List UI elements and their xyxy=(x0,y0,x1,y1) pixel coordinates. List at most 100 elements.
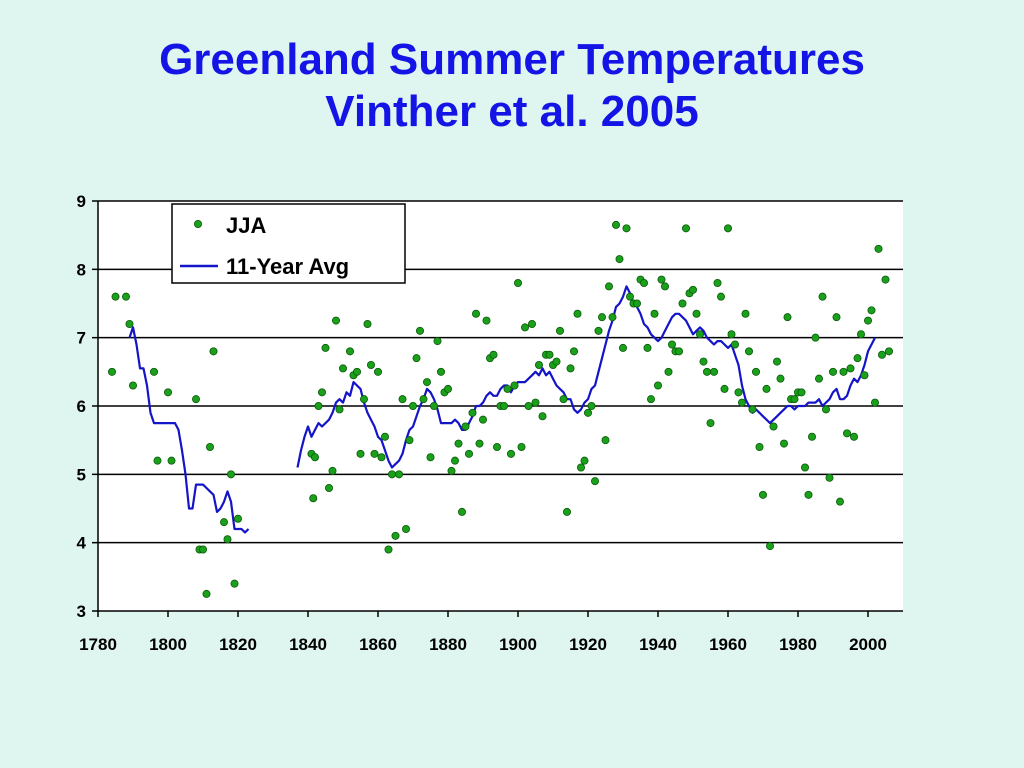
y-tick-label: 7 xyxy=(77,329,86,348)
jja-point xyxy=(447,466,456,475)
y-tick-label: 8 xyxy=(77,260,86,279)
jja-point xyxy=(790,395,799,404)
jja-point xyxy=(608,313,617,322)
jja-point xyxy=(545,350,554,359)
jja-point xyxy=(724,224,733,233)
jja-point xyxy=(818,292,827,301)
slide-title-line-2: Vinther et al. 2005 xyxy=(325,87,699,136)
jja-point xyxy=(415,326,424,335)
x-axis-ticks: 1780 1800 1820 1840 1860 1880 1900 1920 1940 1960… xyxy=(79,611,887,654)
jja-point xyxy=(587,401,596,410)
jja-point xyxy=(391,531,400,540)
jja-point xyxy=(331,316,340,325)
jja-point xyxy=(696,330,705,339)
x-tick-label: 1780 xyxy=(79,635,117,654)
jja-point xyxy=(111,292,120,301)
x-tick-label: 1940 xyxy=(639,635,677,654)
jja-point xyxy=(727,330,736,339)
jja-point xyxy=(881,275,890,284)
jja-point xyxy=(720,384,729,393)
jja-point xyxy=(745,347,754,356)
jja-point xyxy=(366,360,375,369)
jja-point xyxy=(710,367,719,376)
jja-point xyxy=(755,442,764,451)
y-tick-label: 9 xyxy=(77,192,86,211)
jja-point xyxy=(426,453,435,462)
jja-point xyxy=(594,326,603,335)
jja-point xyxy=(643,343,652,352)
avg-line-series xyxy=(128,285,876,534)
jja-point xyxy=(503,384,512,393)
avg-line-segment xyxy=(128,326,250,534)
x-tick-label: 1800 xyxy=(149,635,187,654)
jja-point xyxy=(682,224,691,233)
jja-point xyxy=(535,360,544,369)
legend-box xyxy=(171,203,406,284)
jja-point xyxy=(678,299,687,308)
jja-scatter-series xyxy=(108,220,894,598)
jja-point xyxy=(373,367,382,376)
jja-point xyxy=(780,439,789,448)
jja-point xyxy=(223,535,232,544)
jja-point xyxy=(874,244,883,253)
jja-point xyxy=(647,395,656,404)
jja-point xyxy=(654,381,663,390)
jja-point xyxy=(878,350,887,359)
jja-point xyxy=(499,401,508,410)
jja-point xyxy=(825,473,834,482)
avg-line-segment xyxy=(296,285,876,469)
jja-point xyxy=(510,381,519,390)
jja-point xyxy=(619,343,628,352)
jja-point xyxy=(482,316,491,325)
jja-point xyxy=(205,442,214,451)
jja-point xyxy=(598,313,607,322)
jja-point xyxy=(633,299,642,308)
jja-point xyxy=(566,364,575,373)
jja-point xyxy=(464,449,473,458)
jja-point xyxy=(601,436,610,445)
x-tick-label: 2000 xyxy=(849,635,887,654)
jja-point xyxy=(783,313,792,322)
jja-point xyxy=(384,545,393,554)
jja-point xyxy=(457,507,466,516)
y-tick-label: 6 xyxy=(77,397,86,416)
legend-marker-jja xyxy=(193,219,202,228)
jja-point xyxy=(573,309,582,318)
jja-point xyxy=(832,313,841,322)
jja-point xyxy=(815,374,824,383)
jja-point xyxy=(836,497,845,506)
jja-point xyxy=(752,367,761,376)
jja-point xyxy=(310,453,319,462)
slide-title-line-1: Greenland Summer Temperatures xyxy=(159,35,865,84)
jja-point xyxy=(776,374,785,383)
jja-point xyxy=(524,401,533,410)
jja-point xyxy=(850,432,859,441)
jja-point xyxy=(233,514,242,523)
legend-label-avg: 11-Year Avg xyxy=(226,254,349,279)
jja-point xyxy=(605,282,614,291)
jja-point xyxy=(811,333,820,342)
jja-point xyxy=(398,395,407,404)
jja-point xyxy=(626,292,635,301)
jja-point xyxy=(552,357,561,366)
jja-point xyxy=(860,371,869,380)
jja-point xyxy=(202,589,211,598)
jja-point xyxy=(531,398,540,407)
jja-point xyxy=(766,542,775,551)
jja-point xyxy=(622,224,631,233)
jja-point xyxy=(713,278,722,287)
jja-point xyxy=(559,395,568,404)
jja-point xyxy=(506,449,515,458)
jja-point xyxy=(328,466,337,475)
jja-point xyxy=(846,364,855,373)
jja-point xyxy=(149,367,158,376)
jja-point xyxy=(163,388,172,397)
x-tick-label: 1840 xyxy=(289,635,327,654)
jja-point xyxy=(338,364,347,373)
jja-point xyxy=(433,337,442,346)
jja-point xyxy=(829,367,838,376)
jja-point xyxy=(377,453,386,462)
jja-point xyxy=(657,275,666,284)
jja-point xyxy=(387,470,396,479)
jja-point xyxy=(521,323,530,332)
